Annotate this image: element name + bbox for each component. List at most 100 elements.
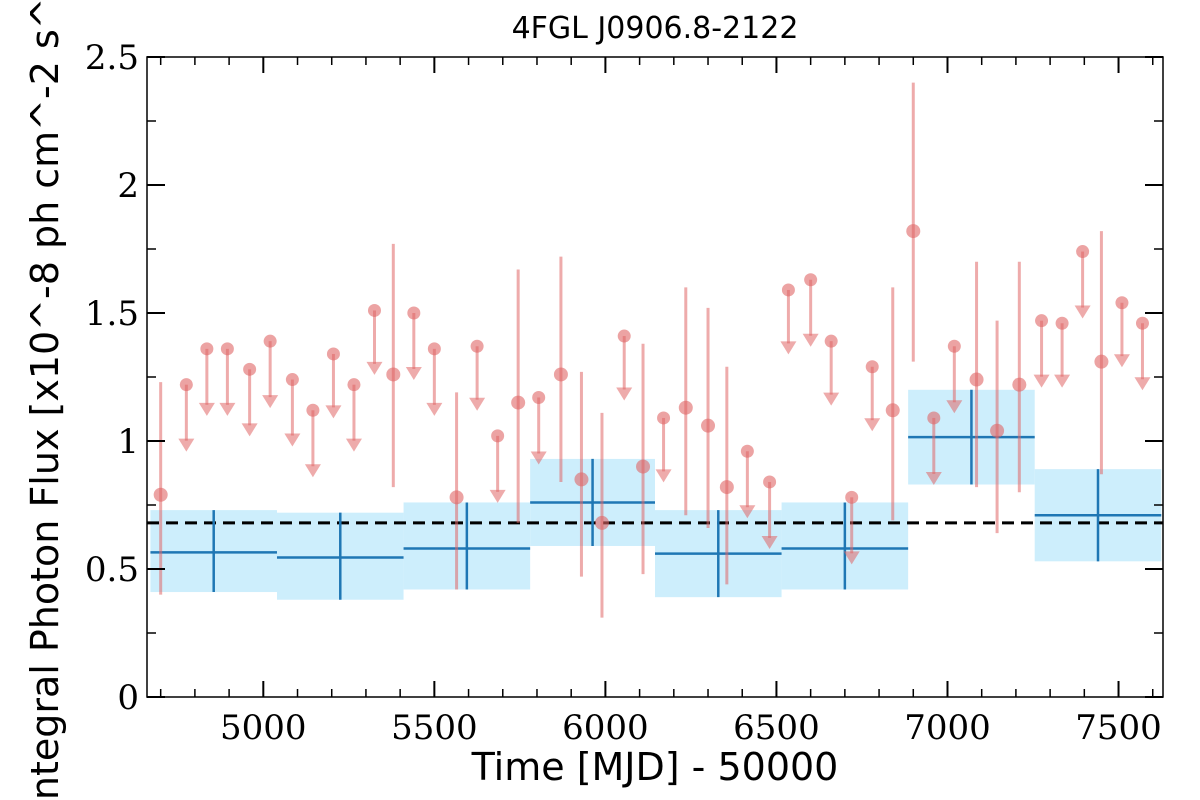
upper-limit-arrow-head (198, 402, 215, 416)
upper-limit-arrow-head (802, 333, 819, 347)
upper-limit-arrow-head (823, 392, 840, 406)
upper-limit-marker (1135, 316, 1149, 330)
upper-limit-points (178, 245, 1151, 565)
detection-point (1012, 377, 1027, 392)
upper-limit-arrow-head (761, 535, 778, 549)
plot-frame (146, 56, 1164, 698)
upper-limit-arrow-head (1054, 374, 1071, 388)
tick-labels: 5000 5500 6000 6500 7000 7500 0 0.5 1 1.5 2 2.5 (85, 38, 1162, 748)
upper-limit-marker (865, 360, 879, 374)
upper-limit-marker (243, 362, 257, 376)
detection-point (553, 367, 568, 382)
upper-limit-arrow-head (1113, 354, 1130, 368)
x-axis-label: Time [MJD] - 50000 (471, 745, 839, 789)
upper-limit-marker (220, 342, 234, 356)
detection-point (1094, 354, 1109, 369)
upper-limit-arrow-head (655, 469, 672, 483)
detection-point (906, 224, 921, 239)
detection-point (990, 423, 1005, 438)
upper-limit-marker (179, 378, 193, 392)
upper-limit-marker (1076, 245, 1090, 259)
upper-limit-marker (824, 334, 838, 348)
upper-limit-marker (326, 347, 340, 361)
upper-limit-arrow-head (489, 489, 506, 503)
upper-limit-marker (947, 339, 961, 353)
detection-point (701, 418, 716, 433)
upper-limit-arrow-head (739, 505, 756, 519)
upper-limit-arrow-head (426, 402, 443, 416)
upper-limit-arrow-head (946, 400, 963, 414)
upper-limit-arrow-head (530, 451, 547, 465)
upper-limit-marker (532, 390, 546, 404)
upper-limit-arrow-head (864, 418, 881, 432)
upper-limit-marker (427, 342, 441, 356)
x-tick-label: 6000 (562, 708, 649, 748)
y-tick-label: 0.5 (85, 550, 139, 590)
short-bin-points (153, 82, 1109, 618)
upper-limit-marker (470, 339, 484, 353)
upper-limit-marker (657, 411, 671, 425)
detection-point (678, 400, 693, 415)
upper-limit-arrow-head (1134, 377, 1151, 391)
detection-point (636, 459, 651, 474)
upper-limit-marker (347, 378, 361, 392)
upper-limit-arrow-head (241, 423, 258, 437)
upper-limit-marker (285, 373, 299, 387)
upper-limit-arrow-head (345, 438, 362, 452)
upper-limit-arrow-head (178, 438, 195, 452)
x-tick-label: 7500 (1075, 708, 1162, 748)
y-axis-label: Integral Photon Flux [x10^-8 ph cm^-2 s^… (23, 0, 67, 800)
detection-point (969, 372, 984, 387)
upper-limit-arrow-head (1074, 305, 1091, 319)
upper-limit-marker (740, 444, 754, 458)
x-tick-label: 5000 (220, 708, 307, 748)
detection-point (449, 490, 464, 505)
upper-limit-arrow-head (366, 361, 383, 375)
upper-limit-arrow-head (843, 551, 860, 565)
upper-limit-marker (763, 475, 777, 489)
upper-limit-arrow-head (616, 387, 633, 401)
y-tick-label: 0 (117, 678, 139, 718)
y-tick-label: 1.5 (85, 294, 139, 334)
y-tick-label: 2.5 (85, 38, 139, 78)
upper-limit-arrow-head (405, 367, 422, 380)
chart-title: 4FGL J0906.8-2122 (512, 11, 799, 46)
x-tick-label: 5500 (391, 708, 478, 748)
upper-limit-arrow-head (219, 402, 236, 416)
detection-point (594, 515, 609, 530)
detection-point (153, 487, 168, 502)
upper-limit-marker (1035, 314, 1049, 328)
upper-limit-arrow-head (284, 433, 301, 447)
upper-limit-marker (407, 306, 421, 320)
y-tick-label: 1 (117, 422, 139, 462)
upper-limit-arrow-head (262, 395, 279, 409)
upper-limit-marker (804, 273, 818, 287)
x-tick-label: 7000 (904, 708, 991, 748)
upper-limit-marker (845, 490, 859, 504)
upper-limit-marker (927, 411, 941, 425)
x-tick-label: 6500 (733, 708, 820, 748)
upper-limit-marker (263, 334, 277, 348)
detection-point (386, 367, 401, 382)
upper-limit-arrow-head (304, 464, 321, 478)
axes (146, 56, 1164, 698)
detection-point (719, 480, 734, 495)
upper-limit-arrow-head (780, 341, 797, 355)
upper-limit-arrow-head (1033, 374, 1050, 388)
upper-limit-marker (617, 329, 631, 343)
detection-point (511, 395, 526, 410)
long-bin-bands (150, 389, 1162, 600)
detection-point (574, 472, 589, 487)
upper-limit-marker (781, 283, 795, 297)
upper-limit-marker (367, 303, 381, 317)
upper-limit-marker (200, 342, 214, 356)
upper-limit-arrow-head (925, 471, 942, 485)
upper-limit-marker (1055, 316, 1069, 330)
detection-point (885, 403, 900, 418)
upper-limit-arrow-head (469, 397, 486, 411)
upper-limit-arrow-head (325, 405, 342, 419)
long-bin-points (150, 389, 1162, 600)
upper-limit-marker (1115, 296, 1129, 310)
upper-limit-marker (306, 403, 320, 417)
